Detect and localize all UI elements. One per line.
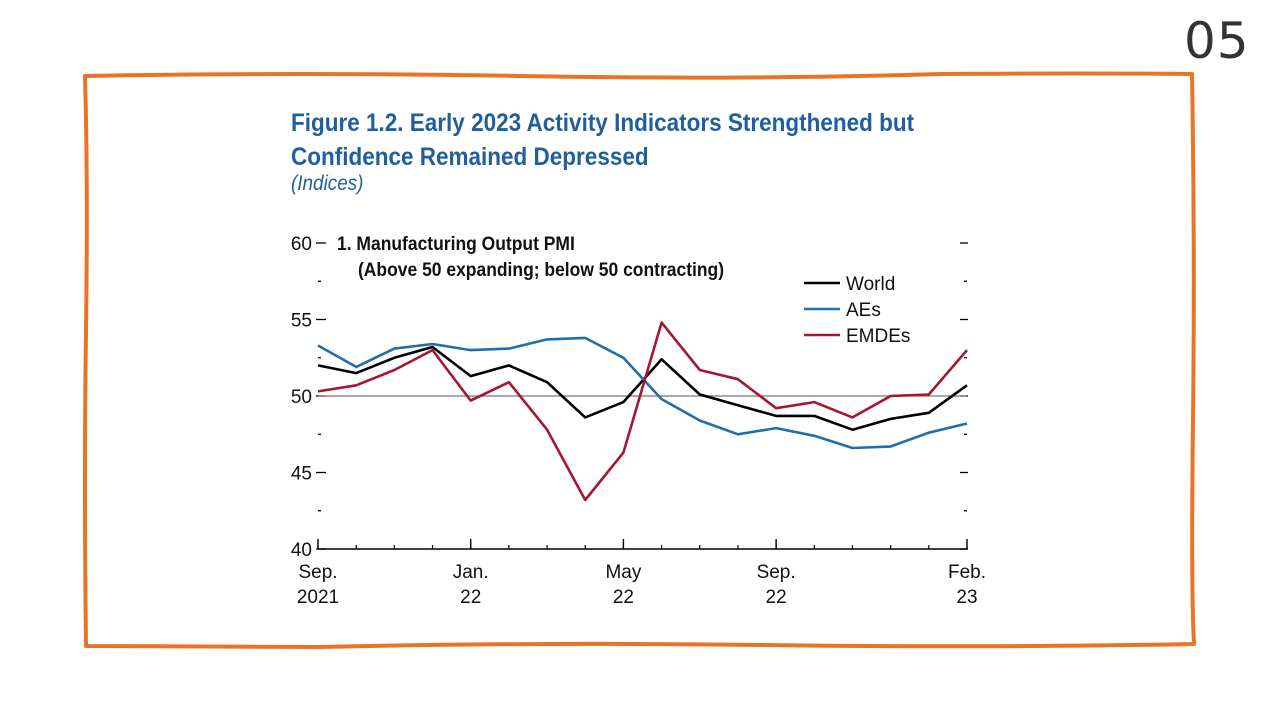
y-tick-label: 55: [291, 311, 312, 332]
chart-legend: World AEs EMDEs: [804, 274, 910, 347]
hand-drawn-border: [83, 71, 1196, 649]
figure-title-line-2: Confidence Remained Depressed: [291, 143, 649, 171]
series-group: [317, 321, 968, 502]
x-tick-label: Jan.: [453, 562, 489, 583]
figure-title-line-1: Figure 1.2. Early 2023 Activity Indicato…: [291, 109, 915, 137]
series-line-emdes: [317, 321, 968, 502]
legend-label-emdes: EMDEs: [846, 326, 910, 347]
x-tick-label-year: 2021: [297, 587, 339, 608]
x-tick-label: May: [605, 562, 641, 583]
slide-number: 05: [1184, 12, 1250, 70]
series-line-world: [317, 345, 968, 432]
y-tick-label: 45: [291, 464, 312, 485]
x-tick-label: Sep.: [757, 562, 796, 583]
legend-label-aes: AEs: [846, 300, 881, 321]
y-tick-label: 40: [291, 540, 312, 561]
series-line-aes: [317, 336, 968, 450]
x-tick-label-year: 22: [460, 587, 481, 608]
figure-title: Figure 1.2. Early 2023 Activity Indicato…: [291, 106, 939, 174]
panel-subtitle: (Above 50 expanding; below 50 contractin…: [358, 258, 724, 280]
x-tick-label-year: 22: [613, 587, 634, 608]
y-tick-label: 60: [291, 234, 312, 255]
x-tick-label-year: 22: [766, 587, 787, 608]
x-tick-label: Feb.: [948, 562, 986, 583]
panel-title: 1. Manufacturing Output PMI: [337, 232, 575, 254]
x-tick-label-year: 23: [956, 587, 977, 608]
y-tick-label: 50: [291, 387, 312, 408]
legend-label-world: World: [846, 274, 895, 295]
figure-subtitle: (Indices): [291, 172, 364, 195]
chart-axes: 40 45 50 55 60 Sep. 2021 Jan. 22 May 22 Sep. 22 Feb. 2…: [291, 234, 986, 608]
x-tick-label: Sep.: [298, 562, 337, 583]
